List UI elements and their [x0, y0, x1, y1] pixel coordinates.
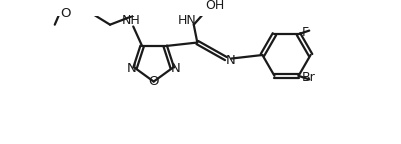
Text: HN: HN: [178, 14, 197, 27]
Text: OH: OH: [206, 0, 225, 12]
Text: N: N: [225, 54, 235, 67]
Text: N: N: [127, 61, 136, 74]
Text: NH: NH: [122, 14, 141, 27]
Text: O: O: [148, 75, 159, 88]
Text: N: N: [171, 61, 181, 74]
Text: O: O: [60, 7, 71, 20]
Text: Br: Br: [302, 71, 316, 84]
Text: F: F: [302, 26, 309, 39]
